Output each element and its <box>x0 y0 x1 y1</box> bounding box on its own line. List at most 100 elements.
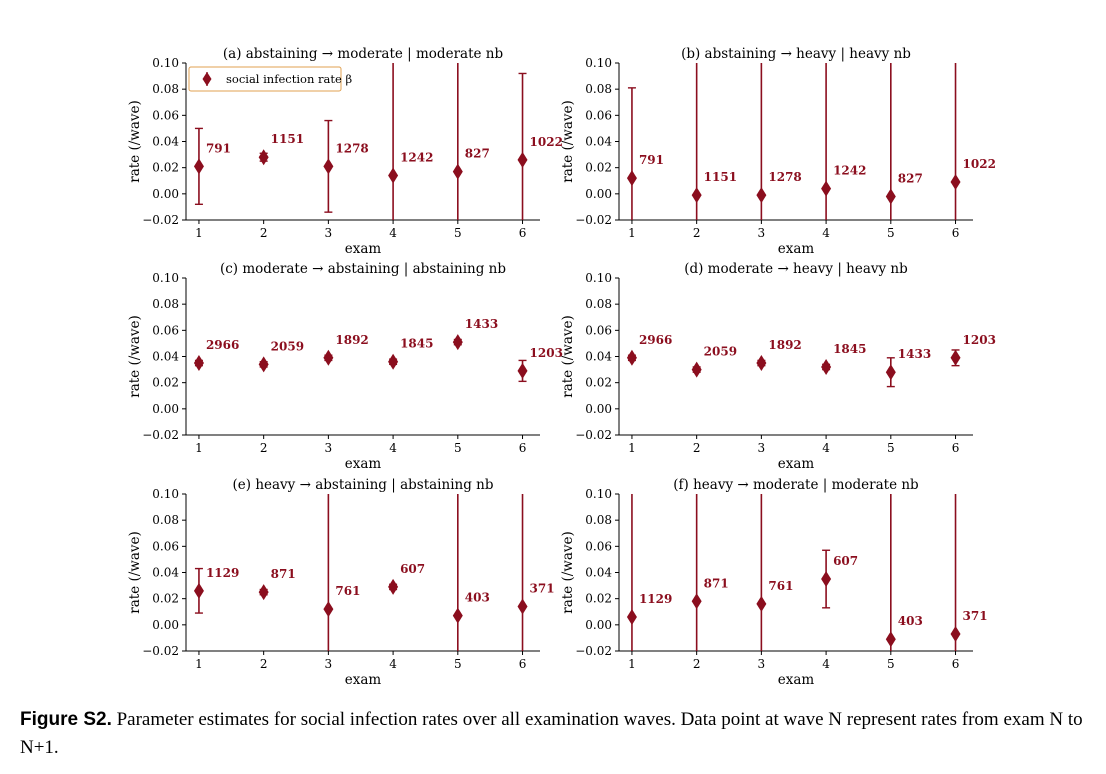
data-point <box>885 188 896 205</box>
panel-a: (a) abstaining → moderate | moderate nb −… <box>127 46 563 257</box>
y-axis-label: rate (/wave) <box>560 531 576 614</box>
y-tick-label: 0.10 <box>585 56 612 70</box>
x-tick-label: 2 <box>260 441 268 455</box>
x-axis-label: exam <box>778 241 815 257</box>
data-label: 827 <box>898 171 923 185</box>
data-label: 2966 <box>206 338 239 352</box>
data-point <box>950 174 961 191</box>
data-label: 1433 <box>898 347 931 361</box>
data-label: 1203 <box>530 346 563 360</box>
data-point <box>323 349 334 366</box>
x-tick-label: 1 <box>195 657 203 671</box>
panel-title: (d) moderate → heavy | heavy nb <box>684 261 908 277</box>
x-tick-label: 1 <box>628 441 636 455</box>
y-tick-label: 0.00 <box>585 187 612 201</box>
x-tick-label: 6 <box>519 441 527 455</box>
y-tick-label: 0.00 <box>152 618 179 632</box>
x-tick-label: 4 <box>822 441 830 455</box>
y-axis-label: rate (/wave) <box>560 100 576 183</box>
y-tick-label: −0.02 <box>142 644 179 658</box>
y-tick-label: 0.06 <box>585 108 612 122</box>
panel-f: (f) heavy → moderate | moderate nb −0.02 0… <box>560 477 988 688</box>
y-tick-label: 0.02 <box>152 592 179 606</box>
y-tick-label: 0.08 <box>152 82 179 96</box>
panel-c: (c) moderate → abstaining | abstaining n… <box>127 261 563 472</box>
y-tick-label: 0.06 <box>152 539 179 553</box>
y-tick-label: −0.02 <box>142 213 179 227</box>
y-tick-label: 0.08 <box>152 513 179 527</box>
x-tick-label: 3 <box>325 226 333 240</box>
y-tick-label: 0.10 <box>152 56 179 70</box>
y-tick-label: 0.04 <box>585 135 612 149</box>
data-point <box>756 595 767 612</box>
y-tick-label: 0.06 <box>585 323 612 337</box>
data-point <box>517 362 528 379</box>
data-point <box>452 607 463 624</box>
y-tick-label: 0.06 <box>152 323 179 337</box>
y-tick-label: 0.04 <box>585 350 612 364</box>
data-point <box>388 167 399 184</box>
y-tick-label: 0.04 <box>152 135 179 149</box>
data-label: 403 <box>465 591 490 605</box>
data-label: 371 <box>530 582 555 596</box>
x-tick-label: 4 <box>822 226 830 240</box>
y-axis-label: rate (/wave) <box>560 315 576 398</box>
x-tick-label: 5 <box>887 441 895 455</box>
data-point <box>885 364 896 381</box>
data-label: 1845 <box>400 337 433 351</box>
data-point <box>258 356 269 373</box>
y-tick-label: 0.06 <box>152 108 179 122</box>
data-label: 871 <box>704 576 729 590</box>
data-label: 1278 <box>335 141 368 155</box>
data-point <box>258 149 269 166</box>
x-tick-label: 2 <box>260 226 268 240</box>
data-point <box>452 163 463 180</box>
panel-title: (c) moderate → abstaining | abstaining n… <box>220 261 506 277</box>
data-point <box>821 571 832 588</box>
data-label: 1129 <box>639 592 672 606</box>
data-point <box>691 361 702 378</box>
data-label: 2966 <box>639 333 672 347</box>
y-tick-label: 0.00 <box>585 618 612 632</box>
panel-title: (b) abstaining → heavy | heavy nb <box>681 46 911 62</box>
data-label: 761 <box>768 579 793 593</box>
data-label: 761 <box>335 584 360 598</box>
panel-title: (f) heavy → moderate | moderate nb <box>673 477 918 493</box>
y-axis-label: rate (/wave) <box>127 315 143 398</box>
x-tick-label: 6 <box>519 226 527 240</box>
data-point <box>885 631 896 648</box>
data-point <box>626 170 637 187</box>
y-tick-label: 0.00 <box>585 402 612 416</box>
data-label: 827 <box>465 147 490 161</box>
x-tick-label: 6 <box>952 657 960 671</box>
y-tick-label: 0.00 <box>152 402 179 416</box>
x-tick-label: 4 <box>389 657 397 671</box>
data-label: 403 <box>898 614 923 628</box>
data-label: 1151 <box>271 132 304 146</box>
x-tick-label: 2 <box>693 226 701 240</box>
x-tick-label: 1 <box>195 226 203 240</box>
data-point <box>626 349 637 366</box>
x-tick-label: 6 <box>952 441 960 455</box>
data-point <box>323 158 334 175</box>
data-point <box>388 353 399 370</box>
panel-e: (e) heavy → abstaining | abstaining nb −0… <box>127 477 555 688</box>
y-tick-label: 0.02 <box>152 376 179 390</box>
x-tick-label: 2 <box>693 657 701 671</box>
data-label: 607 <box>833 554 858 568</box>
figure-panels: (a) abstaining → moderate | moderate nb −… <box>127 46 996 688</box>
y-tick-label: 0.02 <box>152 161 179 175</box>
data-label: 607 <box>400 562 425 576</box>
y-tick-label: −0.02 <box>575 213 612 227</box>
data-label: 1022 <box>963 157 996 171</box>
y-tick-label: −0.02 <box>575 644 612 658</box>
data-label: 1242 <box>400 151 433 165</box>
figure-caption: Figure S2. Parameter estimates for socia… <box>20 706 1100 762</box>
data-point <box>388 578 399 595</box>
y-tick-label: 0.02 <box>585 592 612 606</box>
data-label: 1892 <box>335 333 368 347</box>
data-label: 1203 <box>963 333 996 347</box>
y-tick-label: 0.00 <box>152 187 179 201</box>
data-label: 2059 <box>704 345 737 359</box>
data-point <box>323 601 334 618</box>
